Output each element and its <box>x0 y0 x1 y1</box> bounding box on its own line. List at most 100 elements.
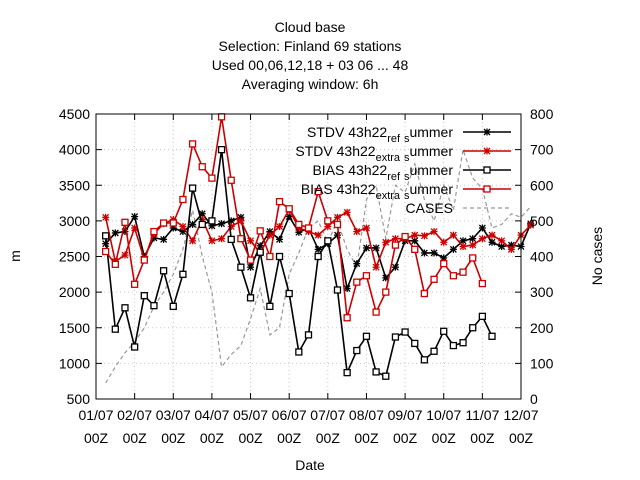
data-point-star <box>372 263 380 271</box>
y-tick-label: 500 <box>67 391 91 407</box>
x-tick-label-date: 09/07 <box>388 407 423 423</box>
data-point-star <box>459 243 467 251</box>
data-point-square <box>382 372 390 380</box>
data-point-star <box>131 213 139 221</box>
data-point-square <box>150 227 158 236</box>
data-point-square <box>237 263 245 271</box>
y2-tick-label: 400 <box>530 249 554 265</box>
legend-entry: STDV 43h22extra summer <box>295 143 511 164</box>
y-tick-label: 2000 <box>59 284 90 300</box>
data-point-square <box>102 247 110 256</box>
data-point-star <box>189 237 197 245</box>
y-tick-label: 2500 <box>59 249 90 265</box>
data-point-star <box>218 220 226 228</box>
data-point-square <box>159 267 168 275</box>
data-point-square <box>237 235 245 243</box>
x-tick-label-hour: 00Z <box>161 430 186 446</box>
data-point-square <box>430 347 438 355</box>
data-point-square <box>391 333 400 341</box>
data-point-star <box>218 235 226 243</box>
x-tick-label-date: 10/07 <box>426 407 461 423</box>
data-point-square <box>372 308 380 316</box>
x-tick-label-hour: 00Z <box>432 430 457 446</box>
x-tick-label-hour: 00Z <box>238 430 263 446</box>
y2-tick-label: 800 <box>530 106 554 122</box>
data-point-square <box>256 227 264 235</box>
x-tick-label-hour: 00Z <box>470 430 495 446</box>
x-tick-label-date: 06/07 <box>272 407 307 423</box>
data-point-star <box>391 235 399 243</box>
data-point-square <box>256 248 264 256</box>
data-point-square <box>343 368 351 377</box>
data-point-square <box>391 241 400 249</box>
data-point-square <box>314 252 322 261</box>
data-point-square <box>227 235 235 244</box>
data-point-square <box>275 252 284 261</box>
data-point-square <box>324 237 332 245</box>
data-point-square <box>459 339 467 347</box>
legend-label: BIAS 43h22extra summer <box>301 181 453 202</box>
data-point-star <box>372 244 380 252</box>
data-point-star <box>440 238 448 246</box>
data-point-star <box>353 228 361 236</box>
data-point-square <box>483 185 491 193</box>
data-point-square <box>483 166 491 174</box>
data-point-star <box>247 263 255 271</box>
data-point-square <box>246 294 255 302</box>
data-point-square <box>111 260 119 268</box>
data-point-square <box>333 286 342 294</box>
data-point-star <box>469 235 477 243</box>
data-point-square <box>314 188 322 196</box>
data-point-star <box>314 231 322 239</box>
data-point-square <box>324 217 332 225</box>
data-point-square <box>188 184 197 192</box>
legend-label: STDV 43h22extra summer <box>295 143 453 164</box>
data-point-square <box>266 252 274 261</box>
data-point-star <box>160 235 168 243</box>
series-2 <box>102 145 496 380</box>
data-point-square <box>198 220 206 229</box>
data-point-square <box>488 332 496 340</box>
data-point-square <box>430 275 438 283</box>
data-point-square <box>179 270 187 278</box>
data-point-star <box>420 232 428 240</box>
x-axis-label: Date <box>295 457 325 473</box>
data-point-star <box>483 128 491 136</box>
data-point-star <box>343 208 351 216</box>
data-point-square <box>449 341 458 350</box>
data-point-star <box>333 213 341 221</box>
data-point-star <box>276 223 284 231</box>
x-tick-label-date: 04/07 <box>194 407 229 423</box>
data-point-square <box>275 197 284 206</box>
x-tick-label-date: 05/07 <box>233 407 268 423</box>
data-point-square <box>208 174 216 182</box>
data-point-star <box>478 224 486 232</box>
legend-entry: BIAS 43h22ref summer <box>312 162 511 183</box>
x-tick-label-hour: 00Z <box>316 430 341 446</box>
data-point-square <box>295 348 303 356</box>
y-tick-label: 1000 <box>59 355 90 371</box>
data-point-star <box>449 231 457 239</box>
data-point-square <box>285 205 293 213</box>
y2-tick-label: 600 <box>530 177 554 193</box>
title-line-2: Selection: Finland 69 stations <box>219 38 402 54</box>
data-point-star <box>469 241 477 249</box>
x-tick-label-date: 12/07 <box>503 407 538 423</box>
data-point-square <box>217 145 226 154</box>
data-point-square <box>246 256 255 264</box>
legend-entry: CASES <box>406 200 511 216</box>
x-tick-label-date: 03/07 <box>156 407 191 423</box>
data-point-star <box>362 224 370 232</box>
x-tick-label-hour: 00Z <box>509 430 534 446</box>
data-point-square <box>333 220 342 229</box>
y-tick-label: 4500 <box>59 106 90 122</box>
data-point-square <box>420 356 429 364</box>
data-point-square <box>372 368 380 376</box>
data-point-star <box>498 237 506 245</box>
data-point-square <box>121 304 129 312</box>
data-point-star <box>247 237 255 245</box>
y2-axis-label: No cases <box>589 227 605 285</box>
series-3 <box>102 113 487 322</box>
